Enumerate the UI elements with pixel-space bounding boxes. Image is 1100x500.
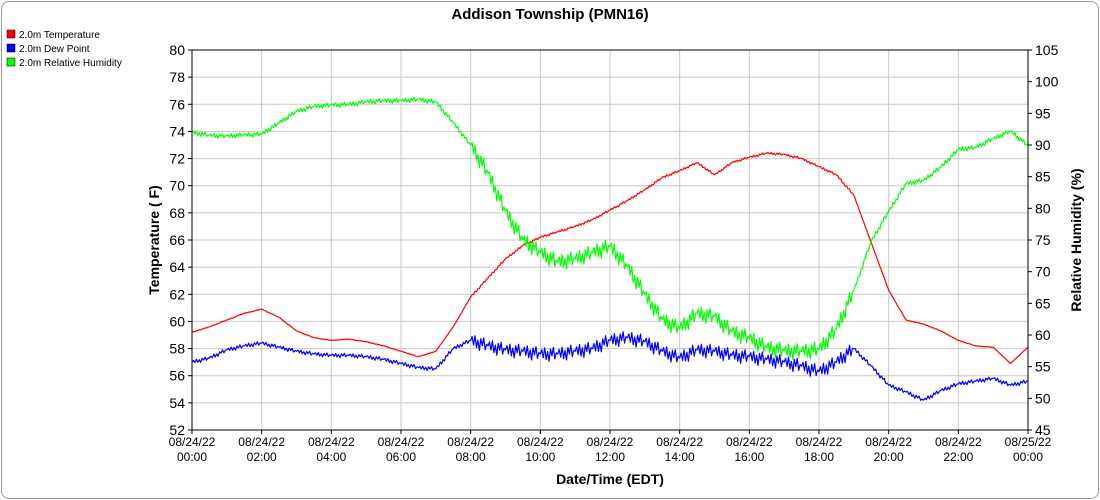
y-left-tick-label: 62 (169, 286, 185, 302)
legend-swatch-dew-point (6, 43, 16, 53)
x-axis-title: Date/Time (EDT) (556, 471, 664, 487)
y-right-tick-label: 85 (1035, 169, 1051, 185)
x-tick-date: 08/24/22 (517, 435, 564, 449)
y-left-tick-label: 60 (169, 313, 185, 329)
x-axis: 08/24/2200:0008/24/2202:0008/24/2204:000… (169, 430, 1052, 464)
series-line-2-0m-temperature (191, 151, 1029, 365)
chart-title: Addison Township (PMN16) (451, 6, 648, 23)
y-left-tick-label: 78 (169, 69, 185, 85)
x-tick-date: 08/24/22 (935, 435, 982, 449)
y-right-tick-label: 70 (1035, 264, 1051, 280)
x-tick-time: 08:00 (456, 450, 486, 464)
y-left-tick-label: 70 (169, 178, 185, 194)
x-tick-date: 08/24/22 (865, 435, 912, 449)
x-tick-time: 22:00 (943, 450, 973, 464)
y-right-tick-label: 50 (1035, 390, 1051, 406)
x-tick-date: 08/24/22 (796, 435, 843, 449)
y-left-tick-label: 52 (169, 422, 185, 438)
legend-label-relative-humidity: 2.0m Relative Humidity (19, 58, 122, 69)
left-axis: 52 54 56 58 60 62 64 66 68 70 72 74 76 78 80 (169, 42, 192, 438)
x-tick-date: 08/24/22 (587, 435, 634, 449)
x-tick-date: 08/24/22 (169, 435, 216, 449)
series-line-2-0m-dew-point (191, 331, 1028, 401)
y-right-tick-label: 65 (1035, 295, 1051, 311)
x-tick-time: 02:00 (247, 450, 277, 464)
right-axis: 45 50 55 60 65 70 75 80 85 90 95 100 105 (1028, 42, 1059, 438)
legend-label-dew-point: 2.0m Dew Point (19, 44, 90, 55)
y-left-tick-label: 66 (169, 232, 185, 248)
x-tick-date: 08/24/22 (238, 435, 285, 449)
legend-swatch-relative-humidity (6, 57, 16, 67)
y-right-tick-label: 60 (1035, 327, 1051, 343)
y-right-tick-label: 80 (1035, 200, 1051, 216)
y-right-tick-label: 95 (1035, 105, 1051, 121)
x-tick-date: 08/24/22 (378, 435, 425, 449)
y-right-tick-label: 90 (1035, 137, 1051, 153)
legend-label-temperature: 2.0m Temperature (19, 30, 100, 41)
y-axis-right-title: Relative Humidity (%) (1068, 168, 1084, 311)
y-left-tick-label: 68 (169, 205, 185, 221)
x-tick-time: 04:00 (316, 450, 346, 464)
y-left-tick-label: 58 (169, 341, 185, 357)
y-right-tick-label: 100 (1035, 74, 1059, 90)
x-tick-time: 14:00 (665, 450, 695, 464)
x-tick-time: 06:00 (386, 450, 416, 464)
y-left-tick-label: 56 (169, 368, 185, 384)
y-left-tick-label: 64 (169, 259, 185, 275)
x-tick-time: 20:00 (874, 450, 904, 464)
y-right-tick-label: 45 (1035, 422, 1051, 438)
x-tick-time: 00:00 (177, 450, 207, 464)
y-axis-left-title: Temperature ( F) (146, 185, 162, 294)
legend: 2.0m Temperature 2.0m Dew Point 2.0m Rel… (6, 29, 122, 69)
x-tick-time: 00:00 (1013, 450, 1043, 464)
x-tick-time: 16:00 (734, 450, 764, 464)
x-tick-date: 08/24/22 (447, 435, 494, 449)
series-group (191, 96, 1029, 401)
x-tick-time: 10:00 (525, 450, 555, 464)
x-tick-date: 08/24/22 (308, 435, 355, 449)
y-right-tick-label: 105 (1035, 42, 1059, 58)
y-right-tick-label: 75 (1035, 232, 1051, 248)
y-left-tick-label: 76 (169, 96, 185, 112)
y-left-tick-label: 54 (169, 395, 185, 411)
x-tick-date: 08/24/22 (656, 435, 703, 449)
x-tick-time: 12:00 (595, 450, 625, 464)
y-left-tick-label: 72 (169, 151, 185, 167)
x-tick-date: 08/25/22 (1005, 435, 1052, 449)
x-tick-time: 18:00 (804, 450, 834, 464)
y-left-tick-label: 80 (169, 42, 185, 58)
y-left-tick-label: 74 (169, 123, 185, 139)
x-tick-date: 08/24/22 (726, 435, 773, 449)
series-line-2-0m-relative-humidity (191, 96, 1029, 361)
legend-swatch-temperature (6, 29, 16, 39)
y-right-tick-label: 55 (1035, 359, 1051, 375)
